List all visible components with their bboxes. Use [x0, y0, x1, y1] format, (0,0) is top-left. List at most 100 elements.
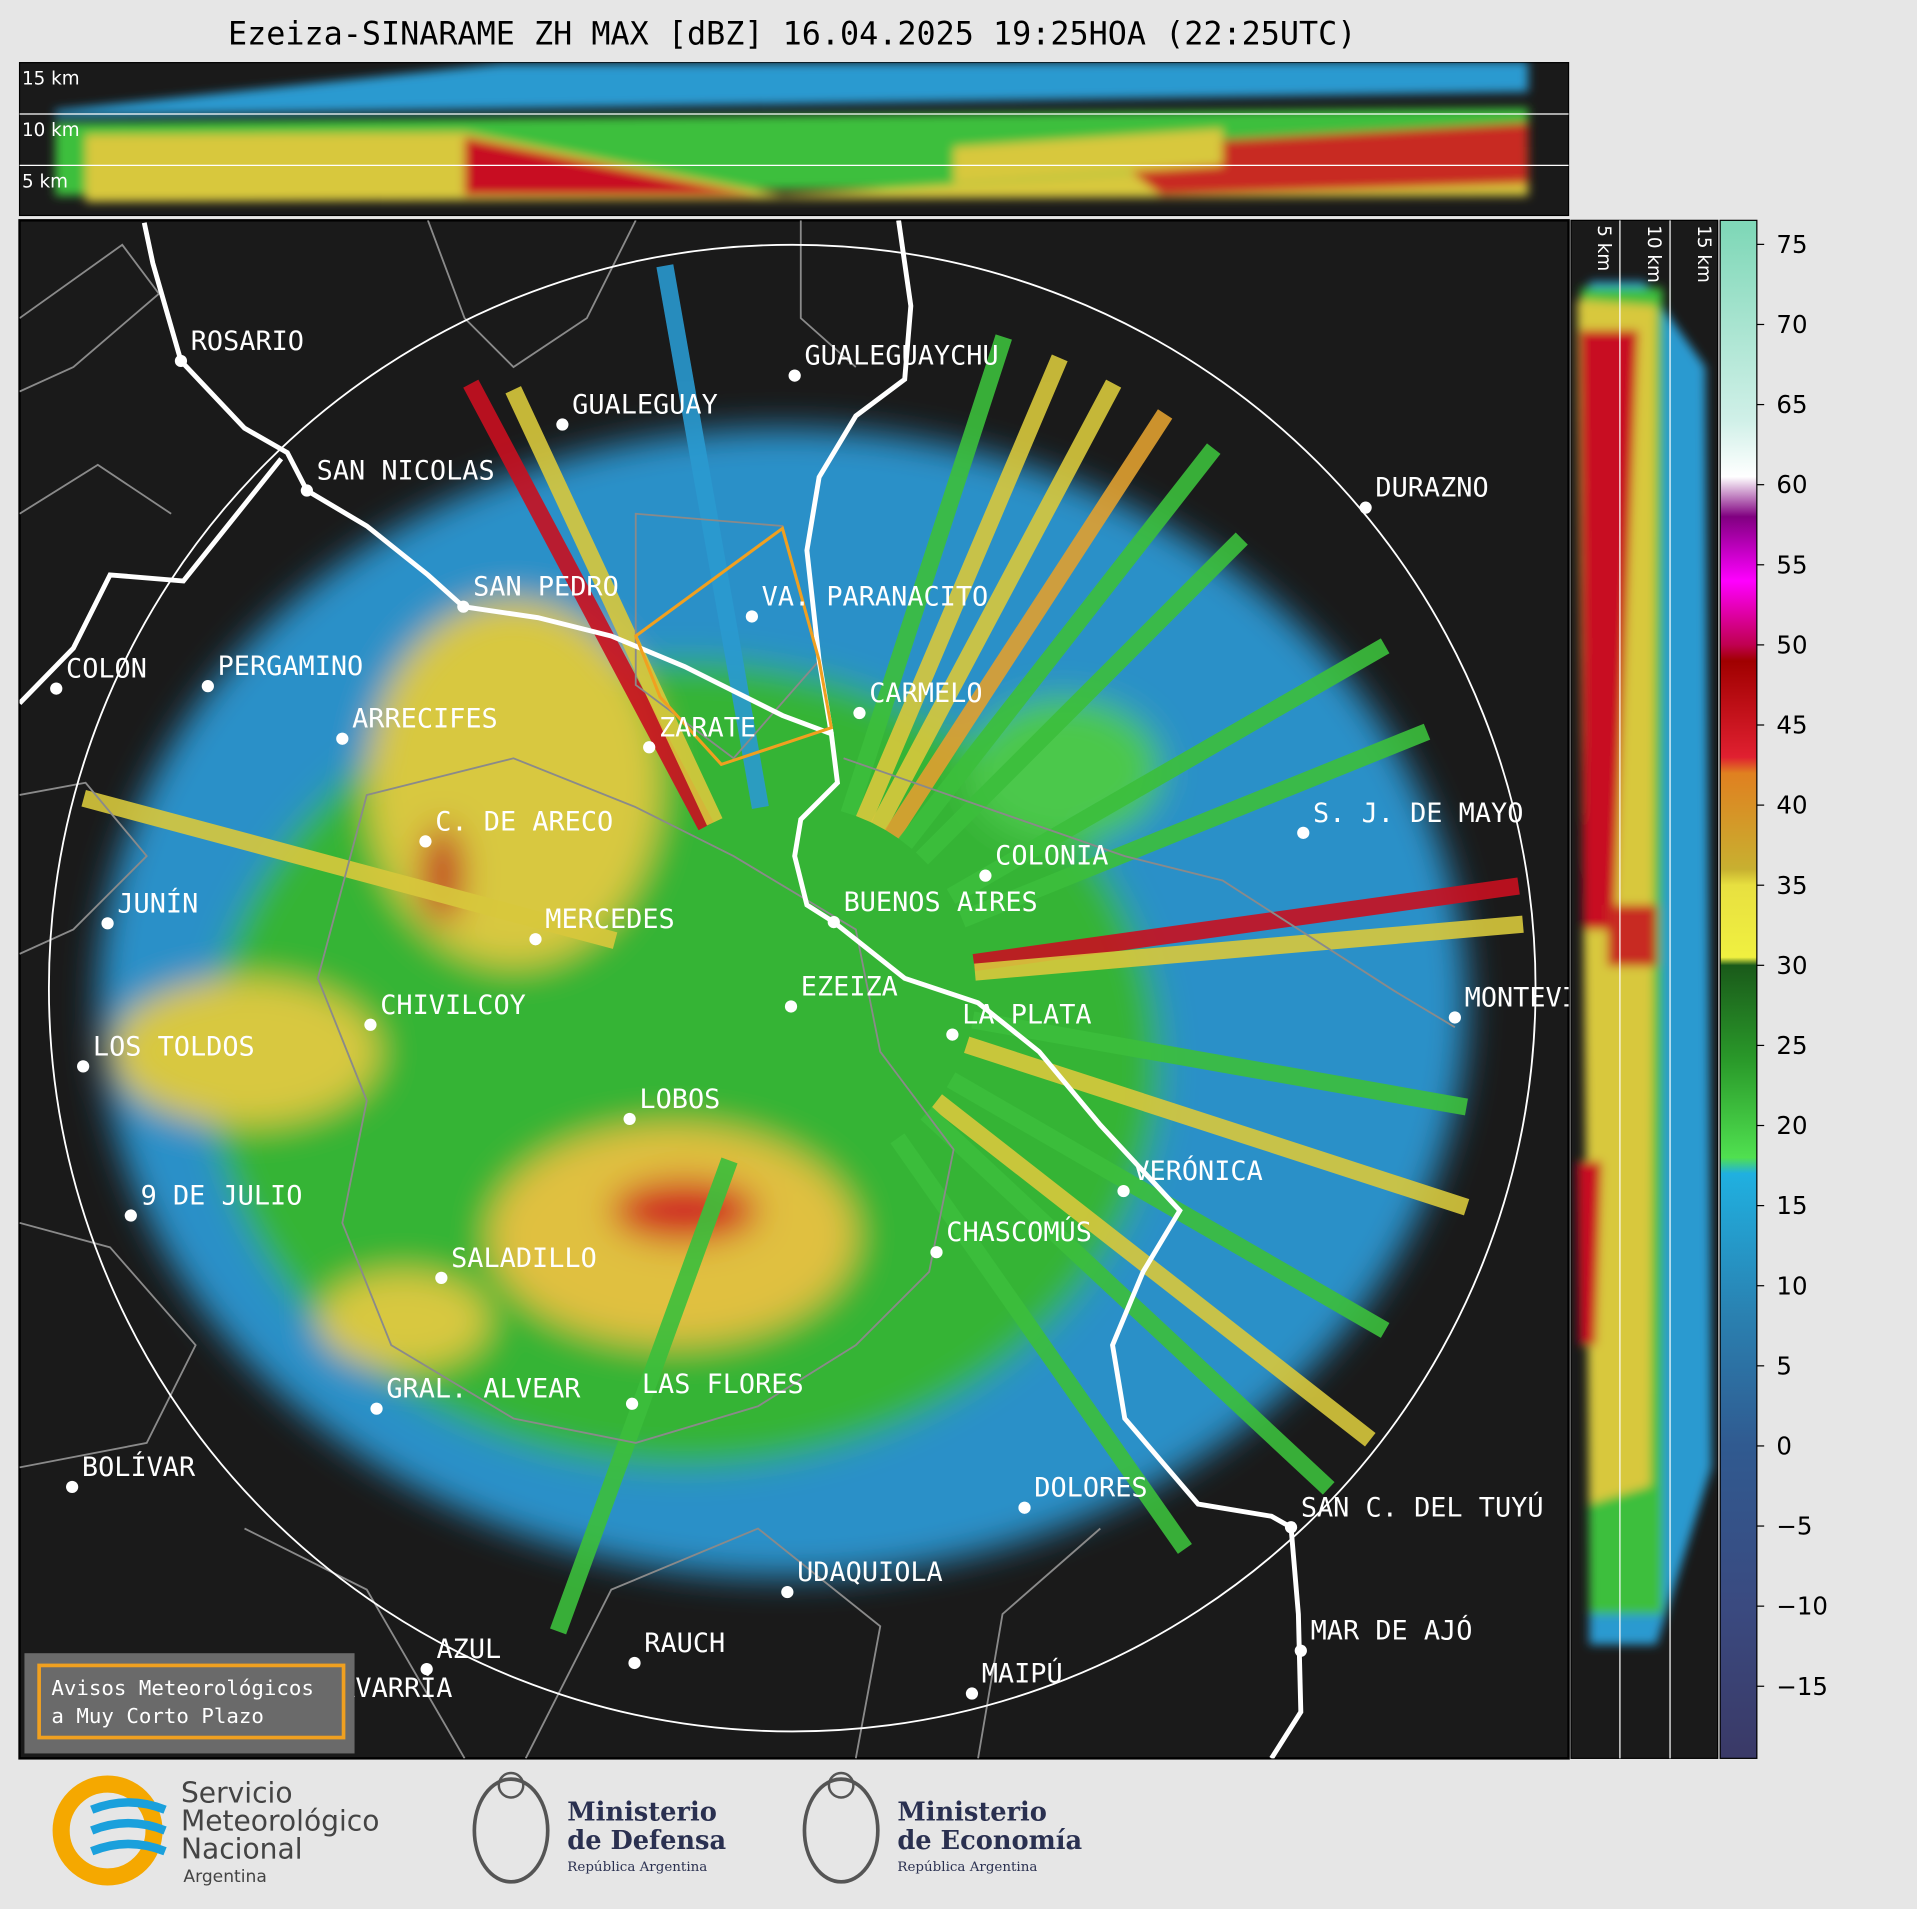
city-dot	[457, 600, 470, 613]
city-dot	[435, 1271, 448, 1284]
colorbar-tick-label: 55	[1776, 550, 1807, 579]
echo-ray	[915, 532, 1248, 865]
logos: Servicio Meteorológico Nacional Argentin…	[52, 1771, 1083, 1887]
colorbar-tick-label: 50	[1776, 630, 1807, 659]
city-label: GRAL. ALVEAR	[386, 1374, 581, 1405]
echo-ray	[870, 379, 1122, 831]
echo-ray	[946, 1072, 1390, 1338]
borders	[19, 220, 1456, 1759]
smn-waves	[90, 1798, 167, 1856]
city-dot	[1018, 1501, 1031, 1514]
colorbar-tick-label: 25	[1776, 1031, 1807, 1060]
colorbar-tick-label: 65	[1776, 390, 1807, 419]
city-dot	[101, 917, 114, 930]
warning-text: a Muy Corto Plazo	[51, 1704, 264, 1728]
logo-text: Nacional	[181, 1833, 303, 1866]
city-dot	[419, 835, 432, 848]
height-label: 10 km	[22, 120, 80, 141]
colorbar-tick-label: 60	[1776, 470, 1807, 499]
cities: ROSARIO GUALEGUAYCHU GUALEGUAY SAN NICOLAS D…	[50, 326, 1569, 1715]
city-dot	[1359, 501, 1372, 514]
city-label: ZARATE	[659, 712, 756, 743]
colorbar-tick-label: 75	[1776, 230, 1807, 259]
seal-sun	[497, 1771, 525, 1799]
city-label: EZEIZA	[801, 971, 898, 1002]
logo-text: Ministerio	[897, 1798, 1047, 1828]
smn-logo: Servicio Meteorológico Nacional Argentin…	[52, 1775, 380, 1887]
city-label: GUALEGUAY	[572, 390, 718, 421]
echo-ray	[656, 264, 769, 810]
echo	[1579, 330, 1639, 930]
logo-text: Ministerio	[567, 1798, 717, 1828]
colorbar-tick-label: 45	[1776, 711, 1807, 740]
side-cross-section: 5 km 10 km 15 km	[1570, 219, 1719, 1759]
city-label: UDAQUIOLA	[797, 1557, 943, 1588]
city-dot	[420, 1662, 433, 1676]
city-dot	[1284, 1521, 1298, 1534]
city-label: SALADILLO	[451, 1243, 597, 1274]
city-label: ROSARIO	[191, 326, 304, 357]
city-dot	[623, 1112, 636, 1126]
city-label: DURAZNO	[1375, 473, 1488, 504]
city-label: DOLORES	[1034, 1473, 1147, 1504]
city-label: 9 DE JULIO	[141, 1181, 303, 1212]
city-dot	[781, 1585, 794, 1599]
city-dot	[784, 1000, 798, 1013]
echo	[611, 1180, 758, 1242]
economia-logo: Ministerio de Economía República Argenti…	[802, 1771, 1083, 1884]
logo-text: Argentina	[183, 1867, 266, 1887]
city-dot	[1294, 1644, 1307, 1657]
colorbar-tick-label: 5	[1776, 1351, 1792, 1380]
city-dot	[336, 732, 349, 745]
city-dot	[174, 354, 188, 368]
city-label: S. J. DE MAYO	[1313, 798, 1523, 829]
echo-ray	[974, 915, 1524, 981]
city-dot	[625, 1397, 639, 1410]
city-dot	[1448, 1011, 1461, 1024]
logo-text: de Economía	[897, 1826, 1082, 1856]
city-label: MERCEDES	[545, 904, 674, 935]
range-ring	[47, 243, 1537, 1733]
echo-ray	[972, 877, 1520, 972]
city-dot	[788, 369, 801, 382]
echo	[1577, 1161, 1602, 1346]
colorbar-tick-label: 70	[1776, 310, 1807, 339]
warning-box-frame	[37, 1663, 346, 1740]
city-label: CHIVILCOY	[380, 990, 526, 1021]
colorbar-tick-label: −15	[1776, 1672, 1828, 1701]
defensa-logo: Ministerio de Defensa República Argentin…	[472, 1771, 726, 1884]
city-label: RAUCH	[644, 1628, 725, 1659]
city-label: JUNÍN	[117, 887, 198, 919]
logo-text: República Argentina	[567, 1860, 707, 1875]
city-label: C. DE ARECO	[435, 806, 613, 837]
city-dot	[827, 915, 840, 929]
city-label: LA PLATA	[962, 1000, 1091, 1031]
echo-ray	[931, 1094, 1376, 1447]
city-label: LOS TOLDOS	[93, 1031, 255, 1062]
colorbar-tick-label: 30	[1776, 951, 1807, 980]
city-dot	[529, 933, 542, 946]
colorbar-tick-label: −5	[1776, 1512, 1812, 1541]
radar-echoes	[81, 264, 1524, 1635]
city-label: VERÓNICA	[1133, 1155, 1262, 1187]
coastline	[19, 220, 1304, 1759]
city-dot	[965, 1687, 979, 1700]
city-dot	[50, 682, 63, 695]
logo-text: Meteorológico	[181, 1804, 380, 1837]
city-dot	[853, 706, 866, 720]
city-dot	[745, 610, 758, 623]
colorbar-tick-label: −10	[1776, 1592, 1828, 1621]
city-dot	[364, 1018, 377, 1031]
city-dot	[124, 1209, 137, 1222]
city-dot	[930, 1246, 943, 1259]
city-label: AZUL	[436, 1634, 501, 1665]
echo	[55, 62, 1529, 117]
colorbar-tick-label: 20	[1776, 1111, 1807, 1140]
echo-ray	[920, 1106, 1335, 1495]
city-dot	[201, 680, 214, 693]
echo-ray	[898, 443, 1221, 849]
city-label: ARRECIFES	[352, 704, 498, 735]
city-dot	[1297, 826, 1310, 839]
city-label: CARMELO	[869, 678, 982, 709]
height-label: 15 km	[22, 69, 80, 90]
